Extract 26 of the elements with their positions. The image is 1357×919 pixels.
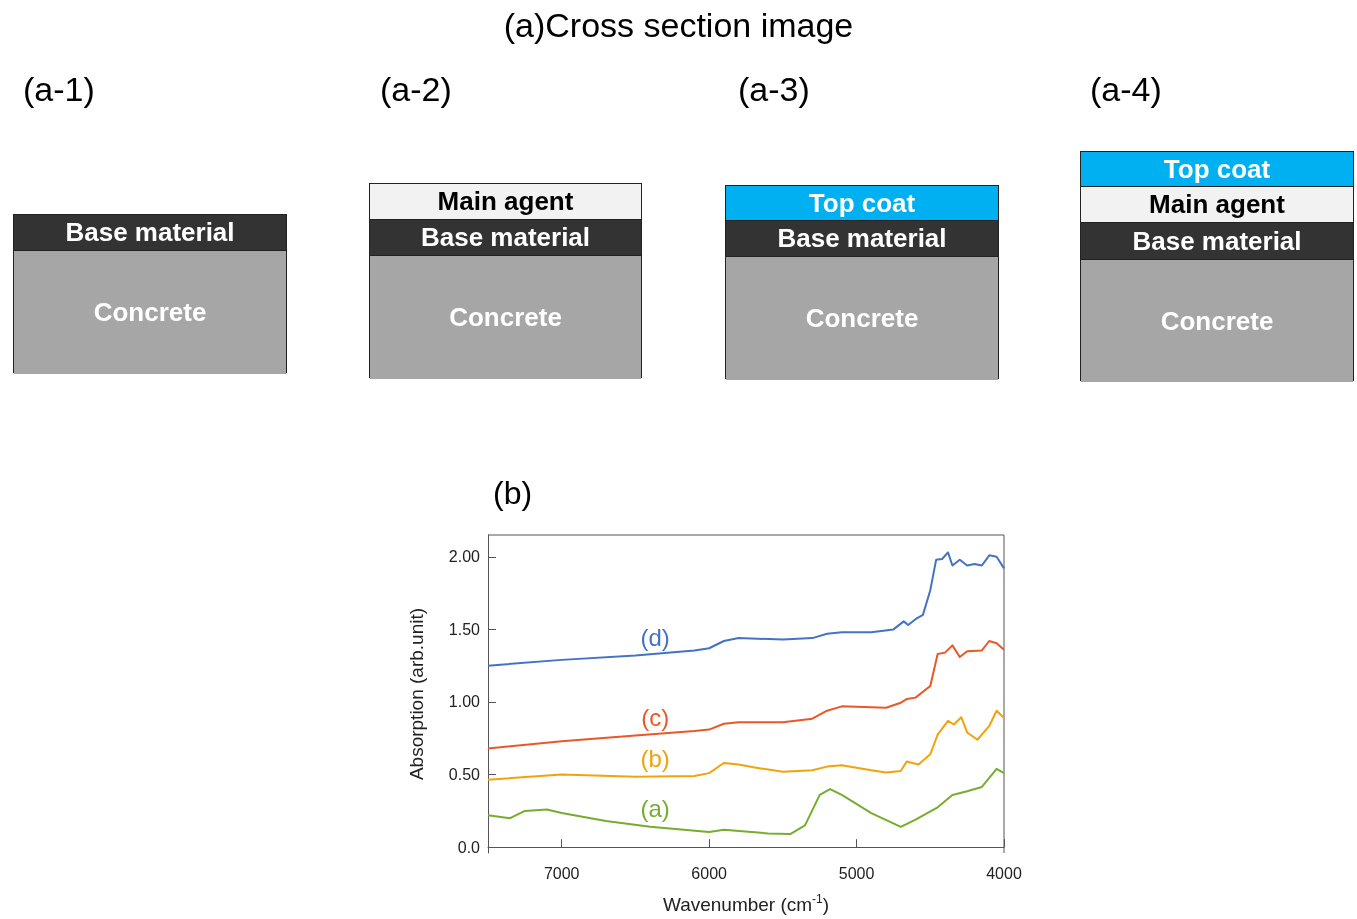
x-tick-label: 6000 [691, 864, 728, 882]
y-tick-label: 1.50 [448, 620, 481, 638]
series-label: (d) [640, 624, 670, 652]
layered-block: Top coat Base material Concrete [725, 185, 999, 379]
y-tick-label: 2.00 [448, 548, 481, 566]
line-series [487, 709, 1005, 781]
series-label: (b) [640, 745, 670, 773]
x-tick-label: 4000 [986, 864, 1022, 882]
text: (a-2) [380, 70, 452, 109]
text: (a)Cross section image [502, 6, 855, 45]
series-label: (c) [641, 703, 670, 731]
line-series [487, 551, 1005, 667]
layered-block: Base material Concrete [13, 214, 287, 373]
chart-title: (b) [493, 475, 533, 511]
text: (a-4) [1090, 70, 1162, 109]
series-label: (a) [640, 795, 670, 823]
y-tick-label: 0.50 [448, 766, 481, 784]
y-tick-label: 1.00 [448, 693, 481, 711]
x-tick-label: 7000 [543, 864, 580, 882]
layered-block: Main agent Base material Concrete [369, 183, 642, 378]
text: (a-3) [738, 70, 810, 109]
y-tick-label: 0.0 [457, 838, 481, 856]
text: (a-1) [23, 70, 95, 109]
y-axis-title: Absorption (arb.unit) [406, 607, 427, 781]
layered-block: Top coat Main agent Base material Concrete [1080, 151, 1354, 381]
x-tick-label: 5000 [838, 864, 875, 882]
